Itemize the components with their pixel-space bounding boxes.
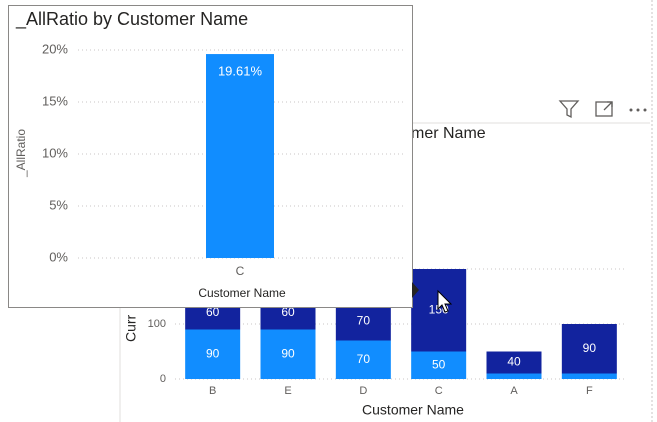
y-tick-label: 10% xyxy=(42,145,68,160)
bar-segment xyxy=(185,329,241,379)
x-tick-label: C xyxy=(435,385,443,397)
data-label: 40 xyxy=(507,355,521,369)
y-tick-label: 0 xyxy=(160,373,166,385)
x-tick-label: E xyxy=(284,385,291,397)
tooltip-chart: _AllRatio by Customer Name _AllRatio Custo… xyxy=(14,9,405,300)
data-label: 19.61% xyxy=(218,63,263,78)
data-label: 50 xyxy=(432,357,446,371)
bar-segment xyxy=(561,324,617,374)
x-axis-title: Customer Name xyxy=(362,402,464,418)
more-icon[interactable] xyxy=(629,108,647,112)
bar-segment xyxy=(486,373,542,379)
x-axis-title: Customer Name xyxy=(198,286,286,300)
y-tick-label: 20% xyxy=(42,41,68,56)
bar-segment xyxy=(561,373,617,379)
tooltip-pointer xyxy=(412,282,419,298)
chart-title: mer Name xyxy=(411,125,486,142)
data-label: 70 xyxy=(357,352,371,366)
data-label: 90 xyxy=(281,346,295,360)
x-tick-label: D xyxy=(359,385,367,397)
y-axis-title: Curr xyxy=(123,314,139,342)
data-label: 70 xyxy=(357,313,371,327)
data-label: 90 xyxy=(583,341,597,355)
tooltip: _AllRatio by Customer Name _AllRatio Custo… xyxy=(8,5,419,308)
bar-segment xyxy=(411,269,467,352)
y-axis-title: _AllRatio xyxy=(14,129,28,178)
bar-segment xyxy=(260,329,316,379)
chart-title: _AllRatio by Customer Name xyxy=(15,9,248,30)
x-tick-label: A xyxy=(510,385,518,397)
x-tick-label: C xyxy=(236,264,245,278)
bar-segment xyxy=(411,351,467,379)
y-tick-label: 0% xyxy=(49,249,68,264)
bar-segment xyxy=(335,302,391,341)
filter-icon[interactable] xyxy=(558,100,580,119)
data-label: 60 xyxy=(206,305,220,319)
y-tick-label: 100 xyxy=(148,318,166,330)
focus-icon[interactable] xyxy=(595,101,613,117)
x-tick-label: B xyxy=(209,385,216,397)
bar xyxy=(206,54,274,258)
mouse-cursor xyxy=(437,289,453,313)
data-label: 60 xyxy=(281,305,295,319)
y-tick-label: 5% xyxy=(49,197,68,212)
x-tick-label: F xyxy=(586,385,593,397)
data-label: 90 xyxy=(206,346,220,360)
bar-segment xyxy=(486,351,542,374)
y-tick-label: 15% xyxy=(42,93,68,108)
bar-segment xyxy=(335,340,391,379)
